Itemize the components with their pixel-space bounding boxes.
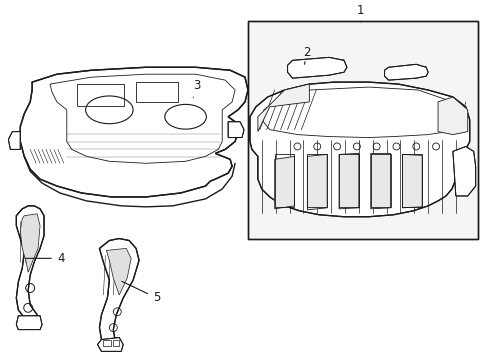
Text: 3: 3 — [192, 78, 200, 97]
Polygon shape — [257, 84, 309, 132]
Bar — [136, 82, 177, 102]
Polygon shape — [16, 316, 42, 330]
Bar — [370, 154, 390, 207]
Polygon shape — [402, 154, 421, 208]
Text: 1: 1 — [356, 4, 364, 17]
Polygon shape — [307, 154, 326, 210]
Polygon shape — [452, 147, 475, 196]
Polygon shape — [97, 338, 123, 351]
Polygon shape — [437, 97, 467, 135]
Polygon shape — [16, 206, 44, 322]
Polygon shape — [99, 239, 139, 350]
Bar — [247, 21, 477, 239]
Bar — [307, 154, 326, 207]
Polygon shape — [228, 122, 244, 138]
Polygon shape — [20, 214, 40, 272]
Bar — [247, 21, 477, 239]
Polygon shape — [370, 153, 390, 209]
Bar — [274, 154, 294, 207]
Text: 2: 2 — [303, 46, 310, 64]
Polygon shape — [338, 153, 358, 209]
Text: 5: 5 — [122, 281, 160, 305]
Bar — [338, 154, 358, 207]
Polygon shape — [274, 156, 294, 209]
Bar — [77, 84, 124, 106]
Polygon shape — [20, 67, 247, 197]
Polygon shape — [384, 64, 427, 80]
Polygon shape — [287, 57, 346, 78]
Polygon shape — [8, 132, 20, 149]
Bar — [103, 339, 111, 346]
Polygon shape — [249, 82, 469, 217]
Polygon shape — [106, 248, 131, 295]
Bar — [113, 339, 119, 346]
Text: 4: 4 — [25, 252, 64, 265]
Bar — [402, 154, 421, 207]
